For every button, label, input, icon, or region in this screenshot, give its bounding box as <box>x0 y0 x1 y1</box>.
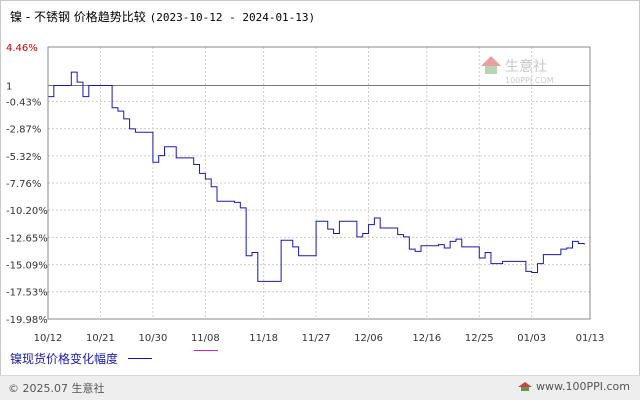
y-tick-label: 1 <box>6 82 12 93</box>
y-tick-label: -5.32% <box>6 152 41 163</box>
y-tick-label: -19.98% <box>6 315 48 326</box>
x-tick-label: 12/25 <box>465 333 494 344</box>
y-tick-label: -12.65% <box>6 233 48 244</box>
legend-item-nickel: 镍现货价格变化幅度 <box>10 350 153 367</box>
plot-area-border <box>47 46 591 320</box>
x-tick-label: 12/06 <box>354 333 383 344</box>
x-tick-label: 12/16 <box>412 333 441 344</box>
x-tick-label: 10/12 <box>34 333 63 344</box>
y-tick-label: -17.53% <box>6 288 48 299</box>
title-date-range: (2023-10-12 - 2024-01-13) <box>149 11 316 24</box>
x-tick-label: 11/08 <box>191 333 220 344</box>
watermark-brand: 生意社 <box>505 58 547 75</box>
legend-label-nickel: 镍现货价格变化幅度 <box>10 352 119 366</box>
chart-title: 镍 - 不锈钢 价格趋势比较 (2023-10-12 - 2024-01-13) <box>10 8 315 25</box>
legend-swatch-steel <box>194 350 218 351</box>
x-tick-label: 10/21 <box>86 333 115 344</box>
legend-item-steel <box>184 350 218 351</box>
watermark-roof-icon <box>481 56 501 66</box>
footer-site-text: www.100PPI.com <box>536 380 630 393</box>
y-tick-label: -7.76% <box>6 179 41 190</box>
x-tick-label: 11/18 <box>249 333 278 344</box>
title-commodity: 镍 - 不锈钢 价格趋势比较 <box>10 10 146 24</box>
house-logo-icon <box>518 382 533 391</box>
y-tick-label: 4.46% <box>6 43 38 54</box>
y-tick-label: -10.20% <box>6 206 48 217</box>
axis-layer: 4.46% 1 -0.43% -2.87% -5.32% -7.76% -10.20% -12… <box>6 43 604 344</box>
watermark-url: 100PPI.COM <box>505 76 554 85</box>
grid-layer <box>47 46 591 320</box>
y-tick-label: -0.43% <box>6 97 41 108</box>
y-tick-label: -2.87% <box>6 125 41 136</box>
x-tick-label: 01/03 <box>517 333 546 344</box>
legend-swatch-nickel <box>128 358 153 359</box>
series-line-nickel <box>48 71 585 282</box>
footer-bar: © 2025.07 生意社 www.100PPI.com <box>0 375 640 400</box>
footer-copyright: © 2025.07 生意社 <box>8 382 105 395</box>
watermark-house-icon <box>485 66 497 74</box>
x-tick-label: 11/27 <box>302 333 331 344</box>
x-tick-label: 01/13 <box>576 333 605 344</box>
footer-site-link[interactable]: www.100PPI.com <box>518 380 630 393</box>
y-tick-label: -15.09% <box>6 261 48 272</box>
x-tick-label: 10/30 <box>138 333 167 344</box>
series-layer <box>48 71 585 282</box>
